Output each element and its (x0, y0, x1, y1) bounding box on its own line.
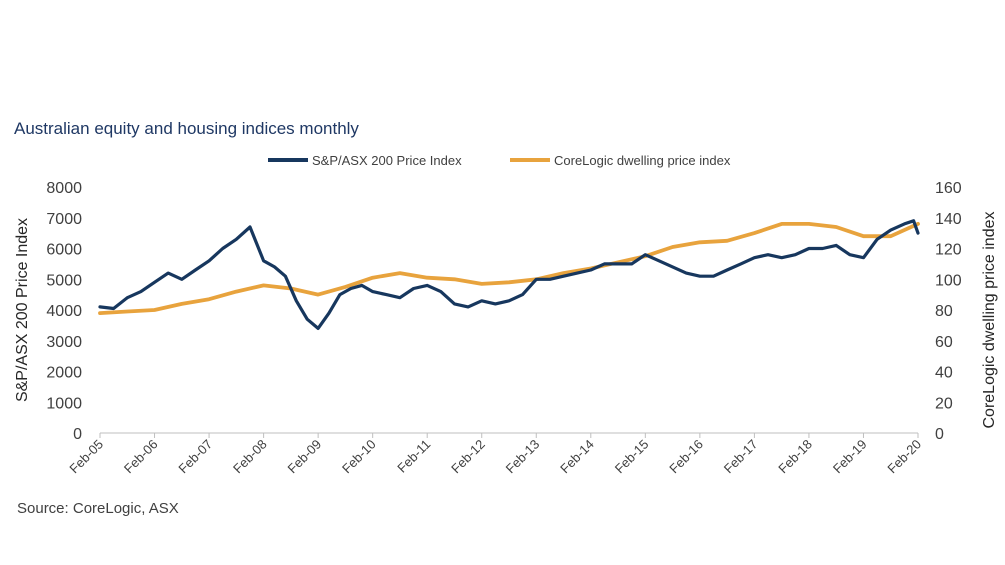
y-left-tick-label: 7000 (46, 211, 82, 228)
y-left-tick-label: 0 (73, 426, 82, 443)
y-right-axis-label: CoreLogic dwelling price index (981, 211, 998, 428)
y-right-tick-label: 80 (935, 303, 953, 320)
x-tick-label: Feb-07 (175, 437, 215, 477)
x-tick-label: Feb-16 (666, 437, 706, 477)
x-tick-label: Feb-13 (503, 437, 543, 477)
source-note: Source: CoreLogic, ASX (17, 500, 179, 517)
x-tick-label: Feb-06 (121, 437, 161, 477)
x-tick-label: Feb-14 (557, 437, 597, 477)
legend: S&P/ASX 200 Price Index CoreLogic dwelli… (268, 153, 731, 168)
y-right-tick-label: 40 (935, 365, 953, 382)
series-group (98, 219, 920, 330)
y-right-tick-label: 20 (935, 395, 953, 412)
x-tick-label: Feb-15 (612, 437, 652, 477)
y-right-tick-label: 0 (935, 426, 944, 443)
y-left-axis: 0 1000 2000 3000 4000 5000 6000 7000 8000 (46, 180, 82, 443)
y-right-axis: 0 20 40 60 80 100 120 140 160 (935, 180, 962, 443)
x-tick-label: Feb-20 (884, 437, 924, 477)
x-tick-label: Feb-09 (285, 437, 325, 477)
y-right-tick-label: 140 (935, 211, 962, 228)
y-right-tick-label: 160 (935, 180, 962, 197)
x-tick-label: Feb-19 (830, 437, 870, 477)
series-line-asx200 (98, 219, 920, 330)
y-left-tick-label: 3000 (46, 334, 82, 351)
y-left-tick-label: 2000 (46, 365, 82, 382)
y-left-tick-label: 4000 (46, 303, 82, 320)
x-tick-label: Feb-10 (339, 437, 379, 477)
y-left-tick-label: 5000 (46, 272, 82, 289)
y-right-tick-label: 120 (935, 242, 962, 259)
y-left-tick-label: 8000 (46, 180, 82, 197)
legend-label-corelogic: CoreLogic dwelling price index (554, 153, 731, 168)
y-right-tick-label: 100 (935, 272, 962, 289)
legend-label-asx200: S&P/ASX 200 Price Index (312, 153, 462, 168)
x-tick-label: Feb-18 (775, 437, 815, 477)
y-left-tick-label: 6000 (46, 242, 82, 259)
x-tick-label: Feb-12 (448, 437, 488, 477)
x-tick-label: Feb-11 (394, 437, 433, 476)
chart-title: Australian equity and housing indices mo… (14, 119, 359, 138)
y-left-tick-label: 1000 (46, 395, 82, 412)
series-line-corelogic (98, 221, 920, 316)
y-left-axis-label: S&P/ASX 200 Price Index (14, 218, 31, 402)
x-tick-label: Feb-17 (721, 437, 761, 477)
y-right-tick-label: 60 (935, 334, 953, 351)
x-axis: Feb-05 Feb-06 Feb-07 Feb-08 Feb-09 Feb-10 Feb-… (66, 433, 924, 476)
x-tick-label: Feb-08 (230, 437, 270, 477)
